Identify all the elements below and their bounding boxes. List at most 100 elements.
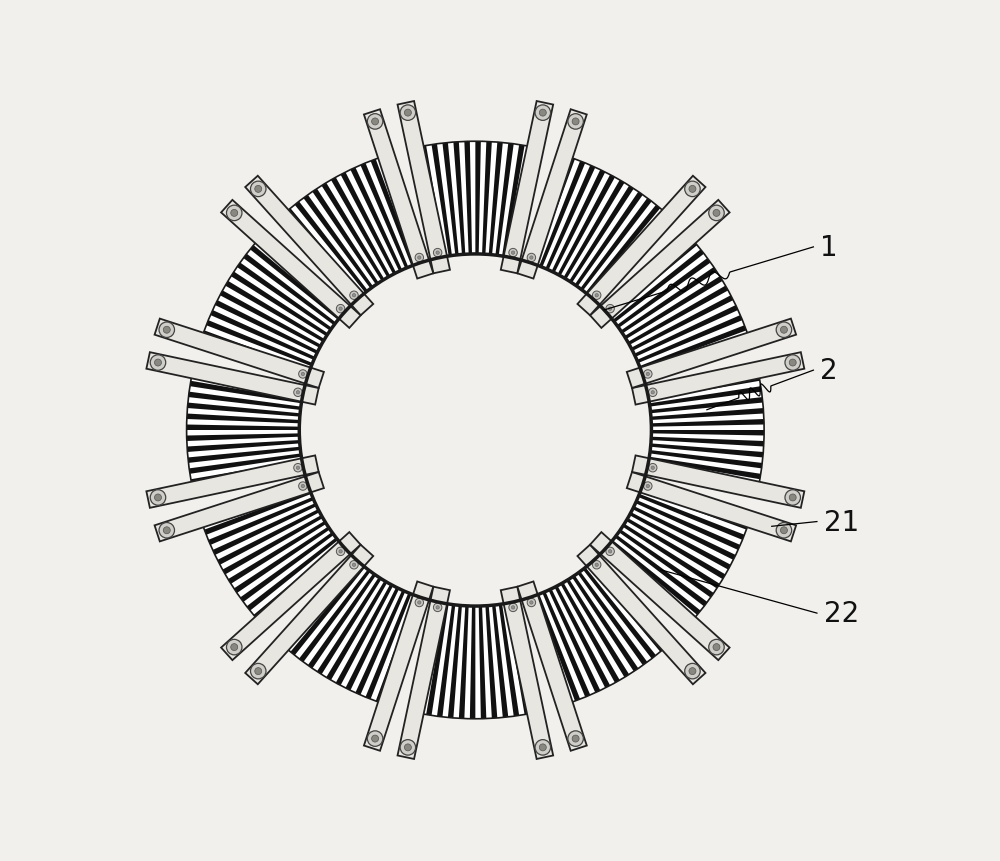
Polygon shape <box>501 102 553 274</box>
Circle shape <box>367 731 383 746</box>
Wedge shape <box>642 336 750 376</box>
Polygon shape <box>146 455 319 508</box>
Wedge shape <box>533 158 575 265</box>
Circle shape <box>780 327 787 334</box>
Circle shape <box>226 640 242 655</box>
Circle shape <box>400 740 416 755</box>
Wedge shape <box>651 430 764 436</box>
Polygon shape <box>155 473 324 542</box>
Polygon shape <box>632 455 804 508</box>
Circle shape <box>415 254 424 263</box>
Wedge shape <box>448 605 462 718</box>
Wedge shape <box>225 282 325 343</box>
Wedge shape <box>545 166 595 270</box>
Circle shape <box>159 523 175 538</box>
Circle shape <box>226 206 242 221</box>
Circle shape <box>789 360 796 367</box>
Polygon shape <box>221 532 361 660</box>
Wedge shape <box>530 597 570 705</box>
Wedge shape <box>415 142 535 258</box>
Wedge shape <box>312 189 379 285</box>
Wedge shape <box>189 454 301 474</box>
Wedge shape <box>190 381 302 404</box>
Wedge shape <box>187 414 300 424</box>
Circle shape <box>568 731 583 746</box>
Circle shape <box>372 735 379 742</box>
Wedge shape <box>421 146 445 257</box>
Circle shape <box>606 305 614 313</box>
Wedge shape <box>580 199 652 291</box>
Circle shape <box>572 119 579 126</box>
Wedge shape <box>228 521 326 584</box>
Wedge shape <box>303 195 373 289</box>
Wedge shape <box>536 594 580 701</box>
Wedge shape <box>187 441 300 452</box>
Wedge shape <box>215 300 318 355</box>
Wedge shape <box>606 546 694 623</box>
Wedge shape <box>485 606 497 718</box>
Polygon shape <box>590 532 730 660</box>
Wedge shape <box>651 419 764 427</box>
Circle shape <box>154 360 161 367</box>
Text: 22: 22 <box>824 599 859 628</box>
Wedge shape <box>583 567 656 659</box>
Circle shape <box>530 601 533 604</box>
Wedge shape <box>608 242 697 318</box>
Wedge shape <box>649 387 762 407</box>
Wedge shape <box>651 437 764 447</box>
Wedge shape <box>650 398 763 414</box>
Wedge shape <box>326 581 387 680</box>
Circle shape <box>608 550 612 554</box>
Wedge shape <box>569 186 634 283</box>
Wedge shape <box>623 524 720 589</box>
Circle shape <box>336 548 345 556</box>
Circle shape <box>154 494 161 501</box>
Wedge shape <box>495 144 514 257</box>
Circle shape <box>644 482 652 491</box>
Circle shape <box>780 527 787 534</box>
Wedge shape <box>648 464 759 491</box>
Circle shape <box>527 254 536 263</box>
Circle shape <box>713 644 720 651</box>
Polygon shape <box>398 102 450 274</box>
Wedge shape <box>355 591 405 695</box>
Wedge shape <box>566 579 629 678</box>
Wedge shape <box>479 606 486 719</box>
Wedge shape <box>217 510 320 565</box>
Circle shape <box>608 307 612 311</box>
Wedge shape <box>201 485 345 623</box>
Wedge shape <box>591 213 669 300</box>
Wedge shape <box>530 561 669 705</box>
Circle shape <box>572 735 579 742</box>
Polygon shape <box>632 353 804 406</box>
Wedge shape <box>257 238 345 315</box>
Wedge shape <box>282 561 421 705</box>
Circle shape <box>150 356 166 371</box>
Wedge shape <box>432 145 452 257</box>
Wedge shape <box>636 500 740 550</box>
Wedge shape <box>459 606 469 719</box>
Circle shape <box>530 257 533 260</box>
Text: 1: 1 <box>820 233 838 262</box>
Circle shape <box>250 182 266 197</box>
Circle shape <box>294 388 302 397</box>
Wedge shape <box>539 162 585 268</box>
Wedge shape <box>341 173 396 275</box>
Polygon shape <box>146 353 319 406</box>
Wedge shape <box>629 512 731 570</box>
Wedge shape <box>548 589 600 693</box>
Wedge shape <box>365 593 411 699</box>
Wedge shape <box>331 178 390 278</box>
Wedge shape <box>188 392 301 411</box>
Circle shape <box>595 563 598 567</box>
Circle shape <box>163 527 170 534</box>
Polygon shape <box>590 201 730 329</box>
Wedge shape <box>628 287 728 345</box>
Wedge shape <box>588 563 664 652</box>
Wedge shape <box>206 321 313 367</box>
Polygon shape <box>627 473 796 542</box>
Wedge shape <box>250 245 340 320</box>
Wedge shape <box>606 238 750 376</box>
Wedge shape <box>558 176 615 276</box>
Polygon shape <box>245 177 373 316</box>
